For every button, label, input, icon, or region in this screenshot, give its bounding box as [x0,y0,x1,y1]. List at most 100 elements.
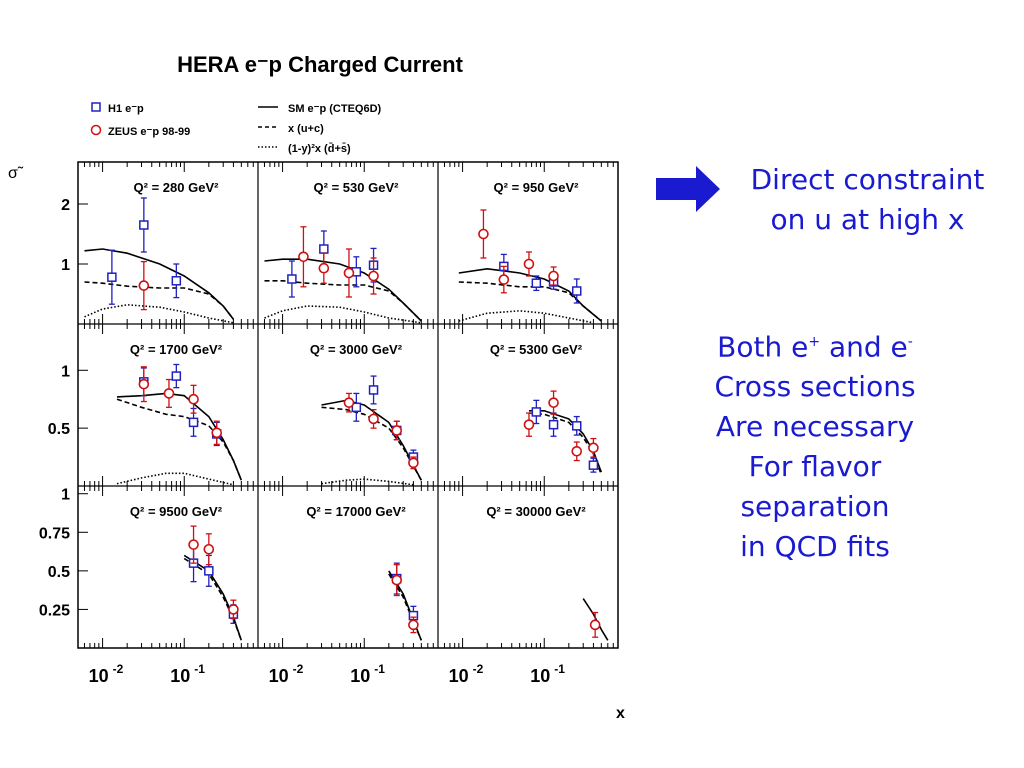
panel-q2-label: Q² = 3000 GeV² [310,342,403,357]
x-tick-label: 10 -1 [350,662,385,686]
zeus-point [138,378,150,390]
ds-curve [116,472,234,486]
zeus-point [211,427,223,439]
zeus-point [523,258,535,270]
zeus-point [203,543,215,555]
legend-entry: ZEUS e⁻p 98-99 [90,124,190,138]
zeus-point [589,619,601,631]
h1-point [531,278,542,288]
x-tick-label: 10 -1 [170,662,205,686]
uc-curve [388,573,423,641]
ds-curve [321,478,414,486]
sm-curve [84,248,235,320]
panel: Q² = 17000 GeV² [306,504,423,641]
zeus-point [163,388,175,399]
h1-point [171,371,182,381]
y-axis-label: σ̃ [8,165,24,182]
note-flavor-separation: Both e+ and e- Cross sections Are necess… [690,322,940,567]
panel: Q² = 1700 GeV² [116,342,243,486]
x-axis-label: x [616,705,625,722]
panel-q2-label: Q² = 17000 GeV² [306,504,406,519]
x-tick-label: 10 -2 [449,662,484,686]
panel-q2-label: Q² = 280 GeV² [134,180,220,195]
h1-point [351,402,362,413]
zeus-point [368,413,379,425]
axis-ticks: 1 2 0.5 1 0.25 0.5 0.75 1 10 -2 10 -1 10 -2 10 -1 10 -2 10… [39,162,619,686]
y-tick-label: 0.25 [39,602,70,619]
note-both-line-4: For flavor [748,450,882,484]
panel-q2-label: Q² = 530 GeV² [314,180,400,195]
legend-label: (1-y)²x (d̄+s̄) [288,143,351,155]
sm-curve [321,399,423,481]
h1-point [571,286,582,296]
note-both-line-5: separation [740,490,890,524]
legend-label: SM e⁻p (CTEQ6D) [288,103,382,115]
panel: Q² = 30000 GeV² [486,504,609,641]
zeus-point [571,445,583,457]
y-tick-label: 0.5 [48,564,70,581]
x-tick-label: 10 -2 [269,662,304,686]
panel-grid: Q² = 280 GeV² Q² = 530 GeV² Q² = 950 GeV² Q… [77,161,619,649]
h1-point [139,220,149,230]
legend-h1-marker [91,102,101,112]
zeus-point [548,397,559,408]
panel-q2-label: Q² = 950 GeV² [494,180,580,195]
zeus-point [188,539,199,550]
sm-curve [264,258,422,322]
uc-curve [84,281,235,320]
zeus-point [228,604,239,615]
y-axis-label-text: σ̃ [8,165,24,182]
zeus-point [478,228,489,240]
panel-q2-label: Q² = 1700 GeV² [130,342,223,357]
legend-entry: x (u+c) [258,123,324,135]
uc-curve [458,281,602,322]
zeus-point [188,393,199,405]
zeus-point [343,267,355,279]
h1-point [548,419,559,430]
panel-q2-label: Q² = 9500 GeV² [130,504,223,519]
ds-curve [84,303,234,324]
y-tick-label: 0.75 [39,525,70,542]
legend-entry: H1 e⁻p [91,102,144,115]
sm-curve [183,554,243,641]
zeus-point [548,270,559,282]
arrow-right-icon [656,166,720,212]
h1-point [368,385,379,395]
note-both-line-1: Both e+ and e- [717,330,913,364]
y-tick-label: 1 [61,487,70,504]
note-direct-constraint: Direct constraint on u at high x [725,160,1010,240]
h1-point [319,244,329,254]
panel-q2-label: Q² = 30000 GeV² [486,504,586,519]
zeus-point [498,274,510,285]
ds-curve [458,309,594,324]
note-direct-line-2: on u at high x [770,203,965,236]
legend-label: ZEUS e⁻p 98-99 [108,126,190,138]
zeus-point [523,419,535,430]
zeus-point [138,280,150,291]
zeus-point [408,457,419,469]
h1-point [571,421,582,431]
panel-frame [77,161,619,649]
panel: Q² = 9500 GeV² [130,504,243,641]
note-both-line-2: Cross sections [714,370,916,404]
legend-zeus-marker [90,124,102,136]
uc-curve [183,557,243,641]
zeus-point [408,619,419,631]
legend-entry: SM e⁻p (CTEQ6D) [258,103,382,115]
legend-entry: (1-y)²x (d̄+s̄) [258,143,351,155]
y-tick-label: 1 [61,363,70,380]
panel: Q² = 280 GeV² [84,180,235,324]
h1-point [107,272,117,282]
zeus-point [588,442,599,454]
h1-point [171,276,182,286]
h1-point [588,460,599,470]
y-tick-label: 0.5 [48,421,70,438]
h1-point [188,417,199,428]
chart-title-text: HERA e⁻p Charged Current [177,52,464,77]
note-both-line-6: in QCD fits [740,530,890,564]
y-tick-label: 1 [61,257,70,274]
panel: Q² = 530 GeV² [264,180,422,324]
x-tick-label: 10 -2 [89,662,124,686]
chart-title: HERA e⁻p Charged Current [177,52,464,77]
